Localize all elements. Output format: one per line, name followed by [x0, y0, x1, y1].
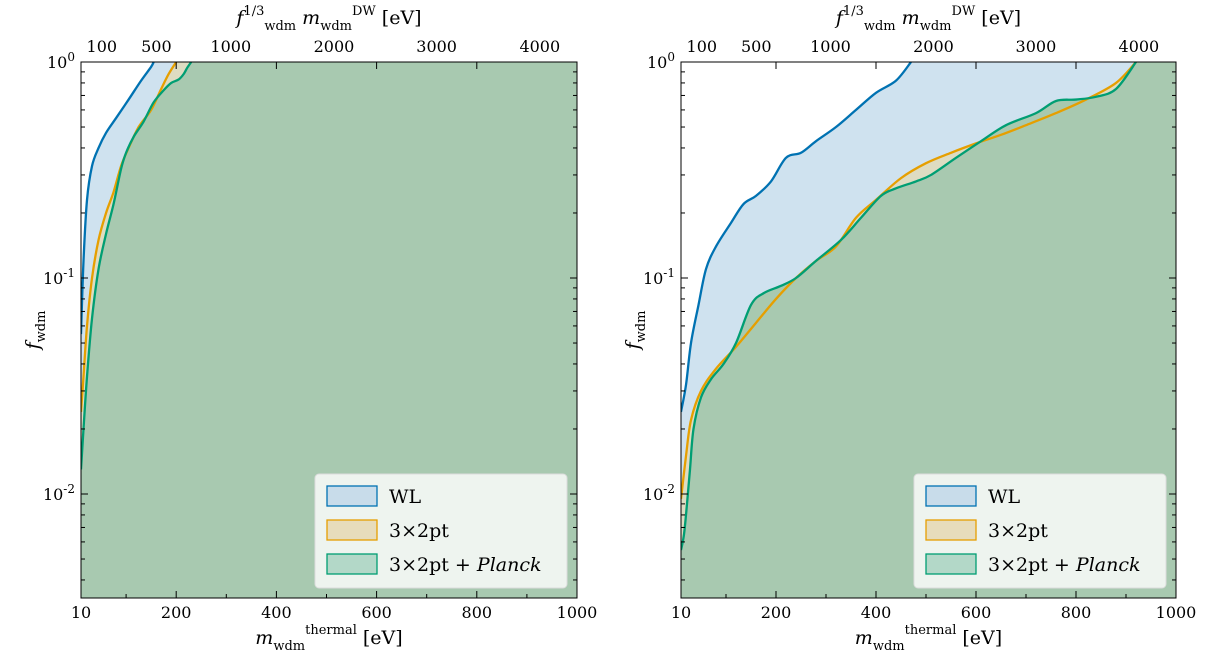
top-tick-label: 2000	[314, 37, 355, 56]
legend-box	[913, 473, 1167, 589]
x-tick-label: 600	[961, 603, 992, 622]
legend-swatch	[925, 519, 977, 541]
legend-label: WL	[389, 486, 422, 508]
top-tick-label: 1000	[210, 37, 251, 56]
x-tick-label: 400	[861, 603, 892, 622]
plot-area	[81, 62, 577, 598]
top-axis-label: f1/3wdm mwdmDW [eV]	[834, 4, 1021, 34]
top-tick-label: 4000	[519, 37, 560, 56]
top-tick-label: 1000	[810, 37, 851, 56]
x-tick-label: 800	[462, 603, 493, 622]
y-tick-label: 10-1	[43, 266, 75, 288]
legend-label: 3×2pt + Planck	[389, 554, 542, 576]
legend: WL 3×2pt 3×2pt + Planck	[913, 473, 1167, 589]
top-tick-label: 500	[141, 37, 172, 56]
x-tick-label: 200	[161, 603, 192, 622]
top-tick-label: 3000	[416, 37, 457, 56]
x-tick-label: 1000	[1156, 603, 1197, 622]
legend-box	[314, 473, 568, 589]
x-axis-label: mwdmthermal [eV]	[255, 623, 402, 654]
legend-label: WL	[988, 486, 1021, 508]
top-axis-label: f1/3wdm mwdmDW [eV]	[234, 4, 421, 34]
x-tick-label: 10	[671, 603, 691, 622]
legend-swatch	[925, 553, 977, 575]
line-32ptplanck	[81, 62, 193, 470]
legend-swatch	[326, 485, 378, 507]
y-tick-label: 100	[647, 50, 675, 72]
axes-frame	[80, 61, 578, 599]
top-tick-label: 100	[687, 37, 718, 56]
y-axis-label: fwdm	[622, 311, 649, 352]
x-tick-label: 10	[71, 603, 91, 622]
legend: WL 3×2pt 3×2pt + Planck	[314, 473, 568, 589]
x-tick-label: 600	[361, 603, 392, 622]
fill-32ptplanck	[81, 62, 577, 598]
legend-swatch	[326, 519, 378, 541]
x-axis-label: mwdmthermal [eV]	[855, 623, 1002, 654]
y-tick-label: 10-2	[43, 482, 75, 504]
top-tick-label: 4000	[1119, 37, 1160, 56]
legend-swatch	[925, 485, 977, 507]
top-tick-label: 2000	[913, 37, 954, 56]
line-wl	[81, 62, 155, 335]
fill-32ptplanck	[681, 62, 1176, 598]
legend-label: 3×2pt + Planck	[988, 554, 1141, 576]
y-tick-label: 10-1	[643, 266, 675, 288]
axes-frame	[680, 61, 1177, 599]
right-panel: 10 200 400 600 800 1000 10-2 10-1 100 100 500 1000 2…	[622, 4, 1196, 654]
left-panel: 10 200 400 600 800 1000 10-2 10-1 100 100 500 1000 2…	[22, 4, 597, 654]
top-tick-label: 100	[87, 37, 118, 56]
line-wl	[681, 62, 912, 413]
legend-swatch	[326, 553, 378, 575]
legend-label: 3×2pt	[988, 520, 1048, 542]
y-axis-label: fwdm	[22, 311, 49, 352]
top-tick-label: 3000	[1016, 37, 1057, 56]
x-tick-label: 400	[261, 603, 292, 622]
y-tick-label: 10-2	[643, 482, 675, 504]
x-tick-label: 200	[761, 603, 792, 622]
legend-label: 3×2pt	[389, 520, 449, 542]
top-tick-label: 500	[741, 37, 772, 56]
y-tick-label: 100	[47, 50, 75, 72]
line-32pt	[681, 62, 1137, 499]
x-tick-label: 1000	[557, 603, 598, 622]
line-32ptplanck	[681, 62, 1137, 551]
x-tick-label: 800	[1061, 603, 1092, 622]
line-32pt	[81, 62, 178, 412]
